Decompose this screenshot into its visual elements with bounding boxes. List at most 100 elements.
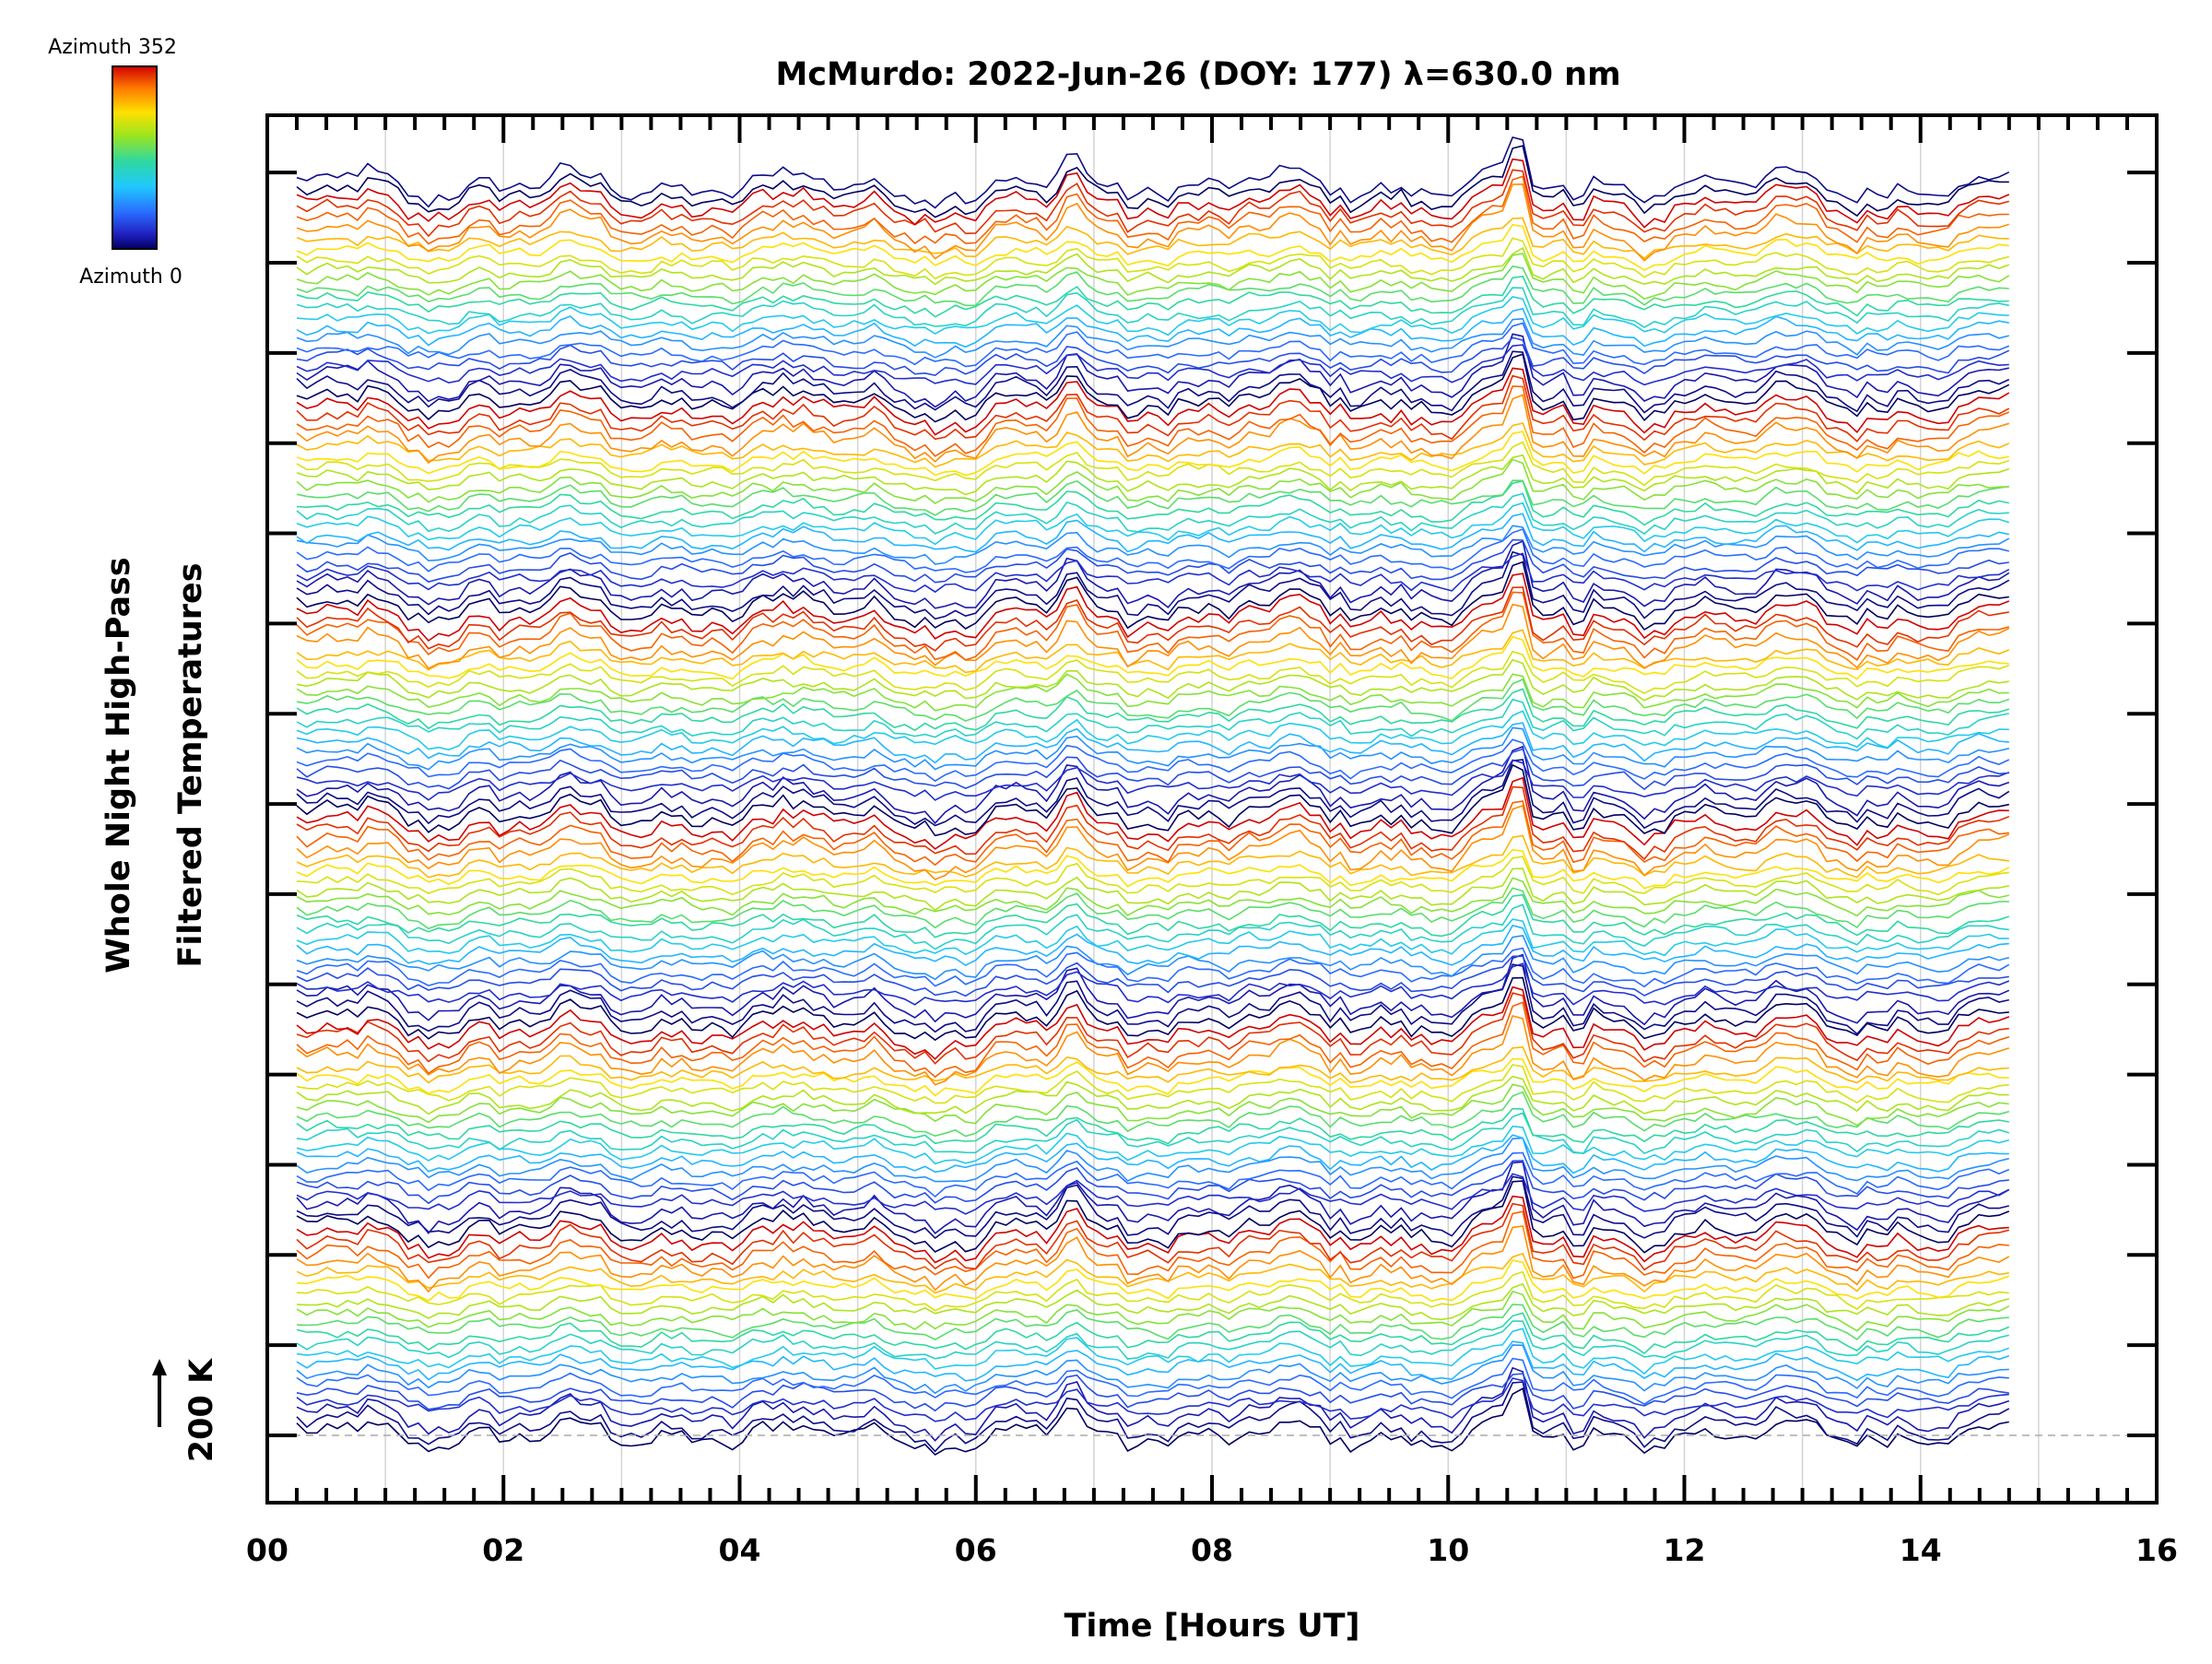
trace-line	[296, 136, 2010, 209]
trace-line	[296, 963, 2009, 1035]
trace-line	[296, 1083, 2009, 1127]
trace-line	[296, 953, 2010, 1026]
y-axis-label-line1: Whole Night High-Pass	[100, 557, 137, 973]
trace-line	[296, 800, 2009, 867]
trace-line	[296, 175, 2009, 245]
trace-line	[296, 834, 2009, 879]
trace-line	[296, 785, 2010, 861]
x-tick-label: 16	[2136, 1532, 2178, 1568]
trace-line	[296, 763, 2009, 837]
trace-line	[296, 1210, 2009, 1280]
traces	[296, 136, 2010, 1457]
trace-line	[296, 976, 2009, 1042]
trace-line	[296, 374, 2010, 443]
x-tick-label: 02	[482, 1532, 524, 1568]
trace-line	[296, 431, 2009, 477]
trace-line	[296, 502, 2010, 546]
trace-line	[296, 1173, 2010, 1215]
x-tick-label: 14	[1900, 1532, 1942, 1568]
trace-line	[296, 265, 2009, 307]
trace-line	[296, 353, 2010, 423]
x-tick-label: 06	[955, 1532, 997, 1568]
trace-line	[296, 726, 2009, 771]
trace-line	[296, 1137, 2009, 1183]
trace-line	[296, 1304, 2009, 1341]
trace-line	[296, 394, 2010, 465]
trace-line	[296, 848, 2010, 890]
trace-line	[296, 918, 2009, 957]
trace-line	[296, 1125, 2010, 1165]
trace-line	[296, 253, 2010, 301]
trace-line	[296, 479, 2009, 526]
x-tick-label: 08	[1191, 1532, 1233, 1568]
trace-line	[296, 183, 2010, 262]
trace-line	[296, 336, 2010, 377]
trace-line	[296, 947, 2010, 988]
x-tick-label: 10	[1427, 1532, 1469, 1568]
trace-line	[296, 1225, 2010, 1293]
trace-line	[296, 223, 2009, 271]
trace-line	[296, 591, 2010, 661]
x-axis-label: Time [Hours UT]	[1064, 1608, 1359, 1645]
trace-line	[296, 441, 2010, 487]
trace-line	[296, 748, 2009, 791]
trace-line	[296, 513, 2009, 553]
trace-line	[296, 287, 2009, 329]
trace-line	[296, 158, 2010, 229]
trace-line	[296, 1075, 2009, 1115]
trace-line	[296, 586, 2009, 652]
trace-line	[296, 1270, 2009, 1312]
trace-line	[296, 276, 2009, 318]
trace-line	[296, 710, 2009, 751]
trace-line	[296, 333, 2009, 408]
colorbar-top-label: Azimuth 352	[48, 36, 177, 59]
trace-line	[296, 317, 2009, 359]
trace-line	[296, 479, 2009, 516]
trace-line	[296, 1344, 2009, 1395]
trace-line	[296, 1377, 2009, 1422]
trace-line	[296, 635, 2009, 680]
trace-line	[296, 1282, 2010, 1321]
trace-line	[296, 1320, 2009, 1360]
trace-line	[296, 1381, 2010, 1453]
trace-line	[296, 1091, 2010, 1138]
trace-line	[296, 1180, 2010, 1254]
trace-line	[296, 1312, 2010, 1355]
trace-line	[296, 759, 2010, 830]
trace-line	[296, 538, 2009, 584]
trace-line	[296, 572, 2010, 643]
trace-line	[296, 903, 2009, 950]
trace-line	[296, 804, 2010, 880]
trace-line	[296, 935, 2010, 981]
trace-line	[296, 658, 2009, 702]
scale-marker-label: 200 K	[183, 1357, 220, 1462]
trace-line	[296, 856, 2009, 896]
trace-line	[296, 1112, 2010, 1155]
trace-line	[296, 385, 2010, 457]
axis-ticks	[265, 115, 2159, 1503]
trace-line	[296, 322, 2010, 368]
trace-line	[296, 867, 2009, 912]
x-tick-label: 12	[1664, 1532, 1706, 1568]
trace-line	[296, 1175, 2009, 1240]
trace-line	[296, 237, 2009, 280]
x-tick-label: 04	[719, 1532, 761, 1568]
trace-line	[296, 1290, 2010, 1332]
trace-line	[296, 454, 2010, 496]
trace-line	[296, 1107, 2009, 1145]
trace-line	[296, 673, 2009, 712]
trace-line	[296, 367, 2010, 436]
trace-line	[296, 344, 2009, 386]
trace-line	[296, 1064, 2009, 1104]
trace-line	[296, 1057, 2009, 1097]
trace-line	[296, 1160, 2009, 1205]
trace-line	[296, 1151, 2010, 1198]
trace-line	[296, 458, 2009, 504]
trace-line	[296, 877, 2009, 917]
trace-line	[296, 924, 2009, 967]
x-tick-labels: 00 02 04 06 08 10 12 14 16	[246, 1532, 2178, 1568]
trace-line	[296, 1387, 2009, 1457]
trace-line	[296, 1252, 2009, 1294]
trace-line	[296, 552, 2010, 594]
trace-line	[296, 527, 2009, 573]
